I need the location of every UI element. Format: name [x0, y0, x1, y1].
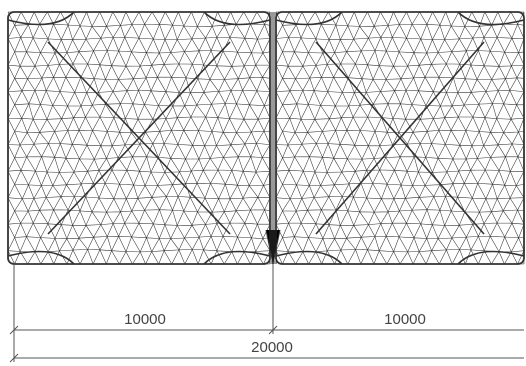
dim-tick [9, 325, 19, 335]
dim-tick [268, 325, 278, 335]
left-panel [7, 11, 271, 265]
triangular-mesh [7, 11, 525, 265]
center-seam [265, 12, 281, 265]
right-panel [275, 11, 525, 265]
left-width-label: 10000 [124, 311, 166, 328]
fold-lines [275, 11, 525, 265]
dimension-lines [9, 262, 524, 363]
dim-tick [9, 353, 19, 363]
fold-lines [7, 11, 271, 265]
total-width-label: 20000 [251, 339, 293, 356]
right-width-label: 10000 [384, 311, 426, 328]
